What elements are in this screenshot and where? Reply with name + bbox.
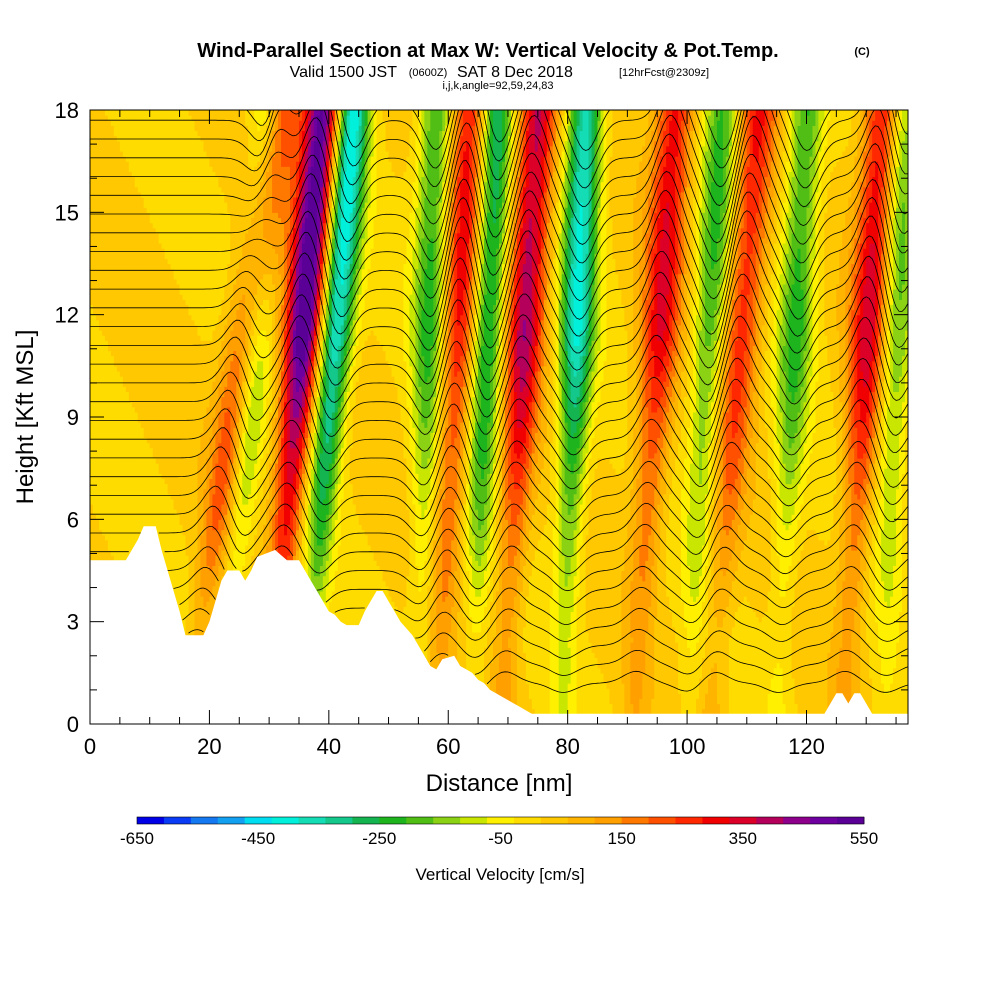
colorbar-swatch <box>272 817 299 824</box>
colorbar-tick-label: -650 <box>120 829 154 848</box>
colorbar-tick-label: -250 <box>362 829 396 848</box>
colorbar-swatch <box>595 817 622 824</box>
colorbar-swatch <box>487 817 514 824</box>
y-tick-label: 18 <box>55 98 79 123</box>
colorbar-swatch <box>406 817 433 824</box>
colorbar-swatch <box>514 817 541 824</box>
x-tick-label: 20 <box>197 734 221 759</box>
y-axis-label: Height [Kft MSL] <box>12 330 39 505</box>
valid-time-prefix: Valid 1500 JST <box>290 64 398 81</box>
colorbar-swatch <box>756 817 783 824</box>
colorbar-swatch <box>783 817 810 824</box>
colorbar-swatch <box>137 817 164 824</box>
colorbar-swatch <box>299 817 326 824</box>
colorbar-tick-label: 550 <box>850 829 878 848</box>
colorbar-tick-label: 350 <box>729 829 757 848</box>
colorbar-tick-label: -50 <box>488 829 513 848</box>
colorbar-swatch <box>325 817 352 824</box>
colorbar: -650 -450 -250 -50 150 350 550 <box>120 817 878 848</box>
y-tick-label: 9 <box>67 405 79 430</box>
forecast-info: [12hrFcst@2309z] <box>619 67 709 79</box>
colorbar-swatch <box>164 817 191 824</box>
colorbar-tick-label: -450 <box>241 829 275 848</box>
colorbar-swatch <box>379 817 406 824</box>
colorbar-swatch <box>702 817 729 824</box>
valid-date: SAT 8 Dec 2018 <box>457 64 573 81</box>
y-tick-label: 0 <box>67 712 79 737</box>
colorbar-swatch <box>433 817 460 824</box>
colorbar-swatch <box>676 817 703 824</box>
wind-section-chart: Wind-Parallel Section at Max W: Vertical… <box>0 0 1000 1000</box>
x-tick-label: 40 <box>317 734 341 759</box>
y-tick-label: 3 <box>67 610 79 635</box>
colorbar-swatch <box>191 817 218 824</box>
x-tick-label: 120 <box>788 734 825 759</box>
y-tick-label: 6 <box>67 507 79 532</box>
colorbar-swatch <box>245 817 272 824</box>
grid-indices: i,j,k,angle=92,59,24,83 <box>442 80 553 92</box>
colorbar-swatch <box>460 817 487 824</box>
x-tick-label: 60 <box>436 734 460 759</box>
y-tick-label: 12 <box>55 303 79 328</box>
y-tick-label: 15 <box>55 200 79 225</box>
x-tick-label: 80 <box>555 734 579 759</box>
colorbar-swatch <box>649 817 676 824</box>
chart-title: Wind-Parallel Section at Max W: Vertical… <box>197 40 778 62</box>
x-tick-label: 100 <box>669 734 706 759</box>
colorbar-tick-label: 150 <box>608 829 636 848</box>
colorbar-swatch <box>729 817 756 824</box>
x-tick-label: 0 <box>84 734 96 759</box>
colorbar-swatch <box>541 817 568 824</box>
colorbar-swatch <box>810 817 837 824</box>
colorbar-swatch <box>837 817 864 824</box>
colorbar-label: Vertical Velocity [cm/s] <box>415 865 584 884</box>
colorbar-swatch <box>218 817 245 824</box>
x-axis-label: Distance [nm] <box>426 770 573 797</box>
colorbar-swatch <box>622 817 649 824</box>
chart-title-unit: (C) <box>854 46 870 58</box>
colorbar-swatch <box>568 817 595 824</box>
colorbar-swatch <box>352 817 379 824</box>
valid-time-utc: (0600Z) <box>409 67 448 79</box>
